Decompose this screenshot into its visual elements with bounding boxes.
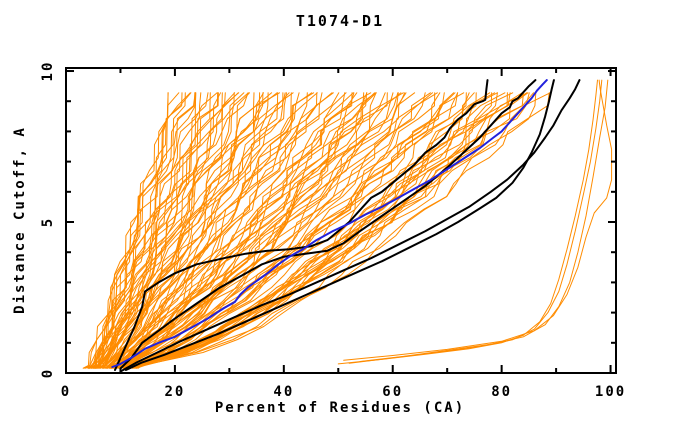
server-model-ensemble-orange [117,92,431,369]
highlighted-model-black-2 [119,79,537,370]
server-model-ensemble-orange [130,92,529,369]
y-tick-label: 10 [40,61,56,82]
server-model-ensemble-orange [93,92,278,369]
x-tick-label: 100 [595,384,626,400]
server-model-ensemble-orange [90,92,245,369]
server-model-ensemble-orange [82,92,191,369]
server-model-ensemble-orange [84,92,169,369]
server-model-ensemble-orange [104,92,323,369]
highlighted-model-black-3 [119,79,581,373]
server-model-ensemble-orange [114,92,372,369]
server-model-ensemble-orange [110,92,386,369]
server-model-ensemble-orange [120,92,455,369]
highlighted-model-black-1 [114,79,489,371]
outlier-model-orange-3 [359,79,609,362]
server-model-ensemble-orange [94,92,280,369]
highlighted-model-blue [111,79,548,368]
chart-title: T1074-D1 [295,12,385,30]
server-model-ensemble-orange [109,92,353,369]
server-model-ensemble-orange [124,92,465,369]
server-model-ensemble-orange [100,92,284,369]
server-model-ensemble-orange [106,92,292,369]
server-model-ensemble-orange [124,92,436,369]
server-model-ensemble-orange [91,92,249,369]
server-model-ensemble-orange [100,92,287,369]
server-model-ensemble-orange [110,92,340,369]
server-model-ensemble-orange [89,92,183,369]
server-model-ensemble-orange [115,92,399,369]
server-model-ensemble-orange [137,92,537,369]
server-model-ensemble-orange [104,92,290,369]
x-tick-label: 60 [382,384,403,400]
server-model-ensemble-orange [135,92,551,369]
highlighted-model-black-4 [124,79,555,371]
x-tick-label: 80 [491,384,512,400]
server-model-ensemble-orange [92,92,250,369]
server-model-ensemble-orange [114,92,406,369]
x-axis-label: Percent of Residues (CA) [214,400,466,416]
outlier-model-orange-2 [348,79,603,364]
server-model-ensemble-orange [91,92,221,369]
x-tick-label: 20 [164,384,185,400]
x-tick-label: 0 [61,384,71,400]
server-model-ensemble-orange [115,92,416,369]
server-model-ensemble-orange [113,92,375,369]
y-tick-label: 0 [40,368,56,378]
server-model-ensemble-orange [133,92,524,369]
server-model-ensemble-orange [110,92,377,369]
axis-frame [65,67,617,374]
outlier-model-orange-4 [343,79,613,361]
outlier-model-orange-1 [337,79,598,365]
server-model-ensemble-orange [127,92,459,369]
x-tick-label: 40 [273,384,294,400]
y-tick-label: 5 [40,217,56,227]
server-model-ensemble-orange [102,92,333,369]
server-model-ensemble-orange [87,92,186,369]
server-model-ensemble-orange [108,92,318,369]
server-model-ensemble-orange [136,92,550,369]
server-model-ensemble-orange [96,92,223,369]
